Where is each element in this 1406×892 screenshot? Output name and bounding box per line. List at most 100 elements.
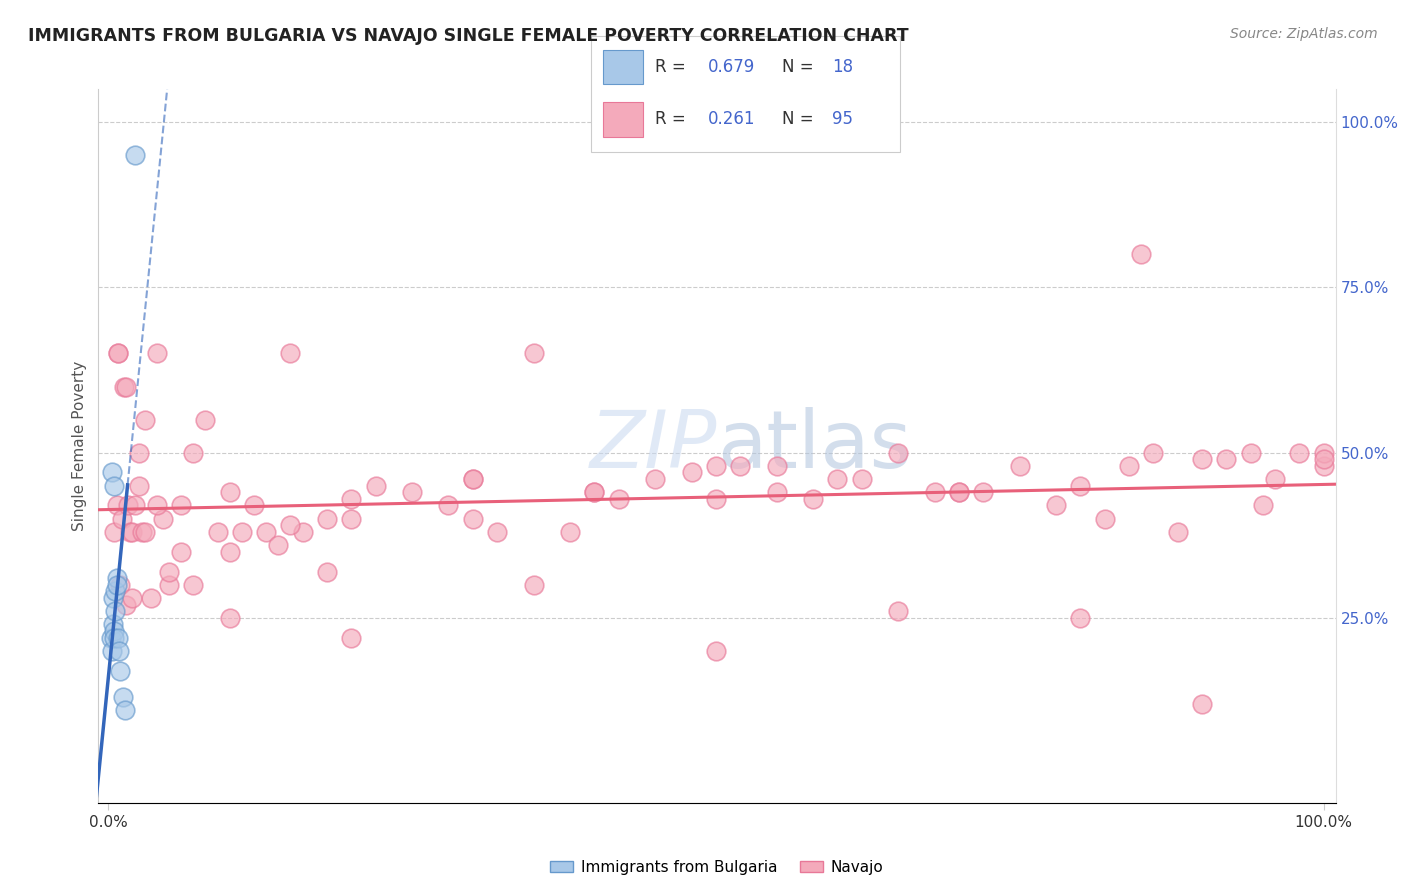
Point xyxy=(128,478,150,492)
Point xyxy=(103,631,125,645)
Point xyxy=(121,524,143,539)
Point xyxy=(101,617,124,632)
Point xyxy=(267,538,290,552)
Point xyxy=(1142,445,1164,459)
Point xyxy=(316,511,339,525)
Point xyxy=(1118,458,1140,473)
Text: 0.261: 0.261 xyxy=(709,111,755,128)
Point xyxy=(1191,697,1213,711)
Point xyxy=(1264,472,1286,486)
Point xyxy=(340,511,363,525)
Point xyxy=(340,491,363,506)
Point xyxy=(103,524,125,539)
Point xyxy=(461,472,484,486)
Point xyxy=(1215,452,1237,467)
Point xyxy=(110,578,132,592)
Point xyxy=(101,591,124,605)
Text: 0.679: 0.679 xyxy=(709,58,755,76)
Point xyxy=(111,690,134,704)
Point xyxy=(104,584,127,599)
Point xyxy=(728,458,751,473)
Point xyxy=(316,565,339,579)
Point xyxy=(486,524,509,539)
Point xyxy=(207,524,229,539)
Point xyxy=(218,611,240,625)
Text: ZIP: ZIP xyxy=(589,407,717,485)
Y-axis label: Single Female Poverty: Single Female Poverty xyxy=(72,361,87,531)
Point xyxy=(583,485,606,500)
FancyBboxPatch shape xyxy=(591,36,900,152)
Point xyxy=(139,591,162,605)
Point xyxy=(948,485,970,500)
Point xyxy=(170,499,193,513)
Point xyxy=(558,524,581,539)
Point xyxy=(254,524,277,539)
Point xyxy=(157,578,180,592)
Point xyxy=(644,472,666,486)
Point xyxy=(1312,445,1334,459)
Point xyxy=(1045,499,1067,513)
Point xyxy=(145,346,167,360)
Point xyxy=(522,346,544,360)
Point xyxy=(128,445,150,459)
Text: IMMIGRANTS FROM BULGARIA VS NAVAJO SINGLE FEMALE POVERTY CORRELATION CHART: IMMIGRANTS FROM BULGARIA VS NAVAJO SINGL… xyxy=(28,27,908,45)
Point xyxy=(607,491,630,506)
Point xyxy=(765,485,787,500)
Point xyxy=(110,511,132,525)
Point xyxy=(107,346,129,360)
Point xyxy=(218,545,240,559)
Point xyxy=(103,624,125,638)
Point xyxy=(104,604,127,618)
Text: N =: N = xyxy=(782,111,820,128)
Point xyxy=(157,565,180,579)
Point xyxy=(1251,499,1274,513)
Text: Source: ZipAtlas.com: Source: ZipAtlas.com xyxy=(1230,27,1378,41)
Point xyxy=(105,499,128,513)
Point xyxy=(364,478,387,492)
Point xyxy=(243,499,266,513)
Point xyxy=(218,485,240,500)
Point xyxy=(131,524,153,539)
Text: atlas: atlas xyxy=(717,407,911,485)
Point xyxy=(117,499,139,513)
Point xyxy=(887,445,910,459)
Point xyxy=(704,458,727,473)
Point xyxy=(100,631,122,645)
Point xyxy=(522,578,544,592)
Point xyxy=(801,491,824,506)
Point xyxy=(583,485,606,500)
Point xyxy=(704,491,727,506)
Point xyxy=(401,485,423,500)
Point xyxy=(112,379,135,393)
Point xyxy=(170,545,193,559)
Point xyxy=(124,499,146,513)
Point xyxy=(181,445,204,459)
Point xyxy=(105,571,128,585)
Point xyxy=(1167,524,1189,539)
Point xyxy=(124,148,146,162)
Text: 95: 95 xyxy=(832,111,853,128)
FancyBboxPatch shape xyxy=(603,50,643,85)
Point xyxy=(1288,445,1310,459)
Point xyxy=(340,631,363,645)
Point xyxy=(103,478,125,492)
Point xyxy=(948,485,970,500)
Point xyxy=(704,644,727,658)
Point xyxy=(107,631,129,645)
Point xyxy=(1094,511,1116,525)
Point xyxy=(851,472,873,486)
Point xyxy=(114,703,136,717)
Point xyxy=(1312,452,1334,467)
Point xyxy=(1239,445,1261,459)
Point xyxy=(291,524,314,539)
Point xyxy=(101,644,124,658)
Point xyxy=(118,524,141,539)
Point xyxy=(107,346,129,360)
Point xyxy=(280,518,302,533)
Point xyxy=(105,578,128,592)
Text: R =: R = xyxy=(655,58,692,76)
Point xyxy=(152,511,174,525)
Point xyxy=(231,524,253,539)
Point xyxy=(1312,458,1334,473)
Point xyxy=(1130,247,1153,261)
